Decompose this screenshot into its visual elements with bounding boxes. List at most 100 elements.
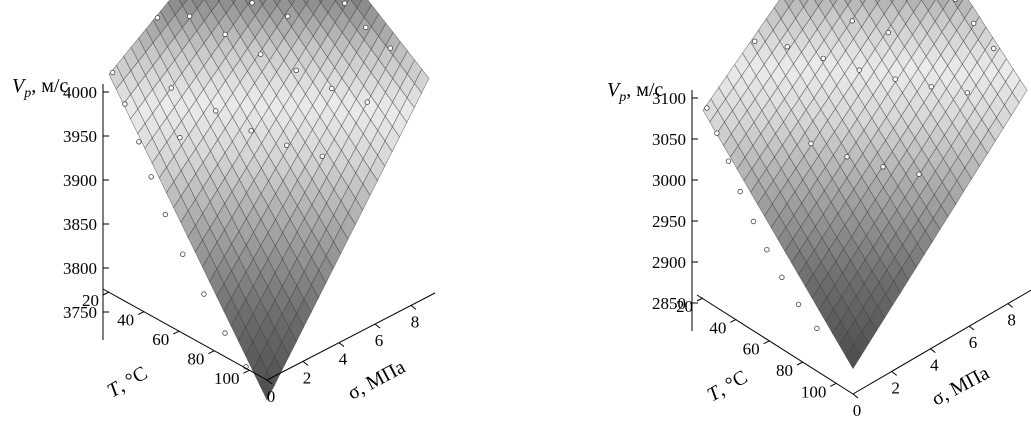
data-point xyxy=(880,164,886,170)
s-tick-label: 8 xyxy=(1007,310,1016,329)
t-axis-line xyxy=(696,294,854,395)
z-label-sub: p xyxy=(618,90,626,105)
data-point xyxy=(820,55,826,62)
data-point xyxy=(704,105,710,111)
data-point xyxy=(725,158,732,164)
surface-patch xyxy=(874,0,881,5)
data-point xyxy=(148,174,154,180)
t-axis-label: T, °C xyxy=(104,362,152,402)
data-point xyxy=(916,171,922,177)
s-axis-line xyxy=(266,292,436,381)
surface-patch xyxy=(845,343,862,370)
surface xyxy=(702,0,1028,370)
t-axis-label: T, °C xyxy=(704,366,752,406)
data-point xyxy=(364,99,370,105)
t-tick-label: 80 xyxy=(776,361,793,380)
z-label-unit: , м/с xyxy=(31,75,68,97)
t-tick xyxy=(172,330,180,335)
panel-b: б310030503000295029002850Vp, м/с20406080… xyxy=(607,0,1031,420)
data-point xyxy=(795,301,802,308)
data-point xyxy=(109,69,116,76)
z-label-sub: p xyxy=(23,86,31,101)
z-tick-label: 2850 xyxy=(652,294,686,313)
data-point xyxy=(201,291,207,297)
data-point xyxy=(714,130,720,136)
z-tick-label: 3950 xyxy=(63,127,97,146)
z-tick-label: 3850 xyxy=(63,215,97,234)
s-tick xyxy=(891,370,897,376)
t-tick-label: 100 xyxy=(801,382,827,401)
data-point xyxy=(342,0,348,6)
data-point xyxy=(122,101,128,107)
measured-points xyxy=(109,0,394,370)
data-point xyxy=(952,0,958,2)
data-point xyxy=(162,211,168,218)
s-tick xyxy=(852,393,859,399)
data-point xyxy=(849,18,855,24)
data-point xyxy=(248,127,254,134)
z-label-var: V xyxy=(607,79,622,101)
t-tick-label: 80 xyxy=(187,350,204,369)
data-point xyxy=(387,45,394,51)
s-axis-label: σ, МПа xyxy=(344,356,409,405)
data-point xyxy=(222,31,228,38)
data-point xyxy=(186,13,193,19)
data-point xyxy=(971,20,977,27)
t-tick xyxy=(696,297,704,302)
surface-patch xyxy=(231,0,237,4)
z-axis-label: Vp, м/с xyxy=(607,79,663,105)
z-axis: 4000 3950 3900 3850 3800 3750 Vp, м/с xyxy=(12,75,109,340)
data-point xyxy=(892,76,898,82)
t-tick-label: 40 xyxy=(117,311,134,330)
data-point xyxy=(814,325,820,332)
data-point xyxy=(856,67,862,73)
data-point xyxy=(293,67,299,74)
data-point xyxy=(991,45,997,52)
z-label-var: V xyxy=(12,75,27,97)
s-tick xyxy=(374,323,381,329)
s-tick-label: 4 xyxy=(339,350,348,369)
data-point xyxy=(737,188,743,195)
data-point xyxy=(752,38,758,45)
t-tick xyxy=(796,361,804,366)
s-tick xyxy=(930,348,936,354)
data-point xyxy=(222,330,228,336)
s-tick xyxy=(968,325,975,331)
z-tick-label: 3100 xyxy=(652,89,686,108)
s-tick xyxy=(410,304,417,310)
panel-a: а400039503900385038003750Vp, м/с20406080… xyxy=(12,0,436,406)
t-tick-label: 60 xyxy=(743,340,760,359)
data-point xyxy=(764,246,770,253)
t-tick-label: 40 xyxy=(709,318,726,337)
data-point xyxy=(329,85,335,92)
data-point xyxy=(964,89,970,96)
data-point xyxy=(180,251,186,257)
z-tick-label: 2900 xyxy=(652,253,686,272)
data-point xyxy=(249,0,255,6)
data-point xyxy=(784,44,790,50)
z-axis: 3100 3050 3000 2950 2900 2850 Vp, м/с xyxy=(607,79,698,331)
z-tick-label: 3800 xyxy=(63,259,97,278)
t-tick xyxy=(208,350,215,355)
data-point xyxy=(885,29,891,36)
z-tick-label: 2950 xyxy=(652,212,686,231)
data-point xyxy=(284,142,290,148)
t-axis-line xyxy=(102,288,268,381)
t-tick-label: 100 xyxy=(214,369,240,388)
t-tick-label: 20 xyxy=(676,297,693,316)
data-point xyxy=(844,154,850,160)
z-axis-label: Vp, м/с xyxy=(12,75,68,101)
s-tick xyxy=(1007,302,1013,308)
data-point xyxy=(928,84,934,90)
z-tick-label: 3750 xyxy=(63,303,97,322)
z-tick-label: 3000 xyxy=(652,171,686,190)
t-tick xyxy=(243,369,250,374)
t-tick xyxy=(137,311,145,316)
s-tick xyxy=(266,379,273,385)
z-tick-label: 3050 xyxy=(652,130,686,149)
data-point xyxy=(212,108,219,114)
s-tick-label: 6 xyxy=(969,333,978,352)
measured-points xyxy=(704,0,997,332)
data-point xyxy=(363,24,369,31)
